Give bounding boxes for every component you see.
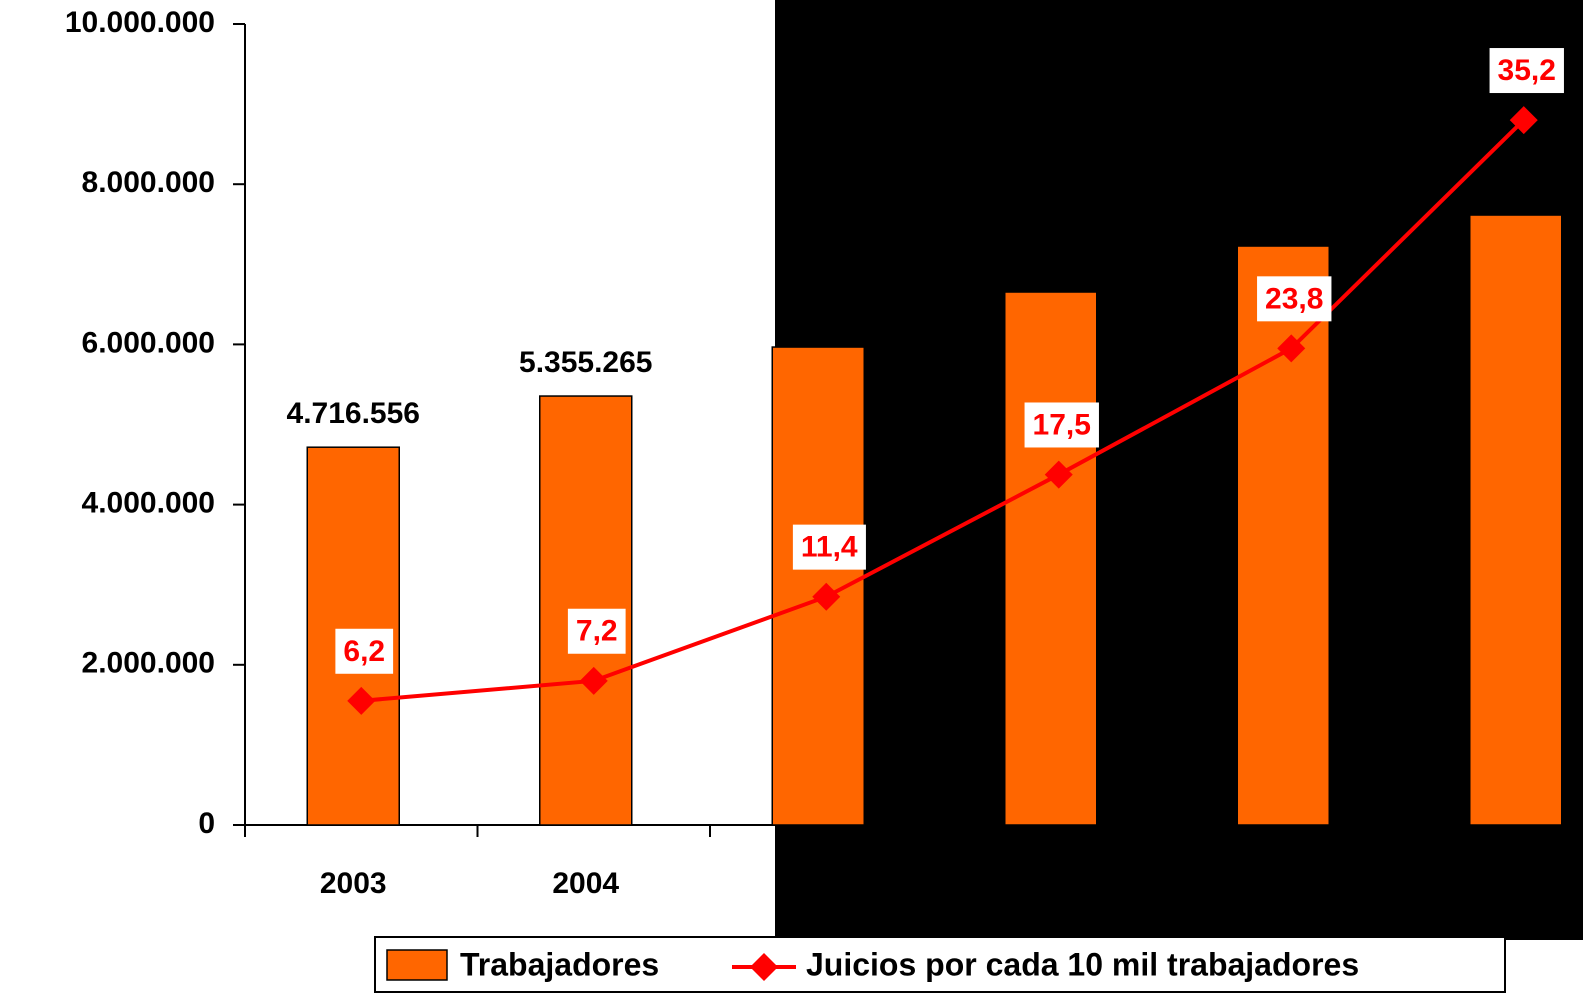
data-label: 5.355.265 [519, 346, 652, 379]
x-tick-label: 2003 [320, 867, 387, 900]
data-label: 23,8 [1265, 282, 1323, 315]
data-label-box [335, 628, 394, 674]
data-label: 11,4 [801, 531, 858, 564]
data-label-box [1489, 48, 1564, 94]
data-label-box [567, 608, 626, 654]
y-tick-label: 6.000.000 [82, 326, 215, 359]
bar [1469, 214, 1563, 826]
data-label: 7,2 [576, 615, 618, 648]
line-marker [1277, 334, 1306, 363]
legend-label: Juicios por cada 10 mil trabajadores [806, 946, 1359, 982]
data-label-box [792, 524, 866, 570]
y-tick-label: 0 [198, 807, 215, 840]
line-marker [347, 686, 376, 715]
data-label-box [1024, 402, 1099, 448]
y-tick-label: 10.000.000 [65, 6, 215, 39]
legend-marker [750, 953, 778, 981]
occluding-overlay [775, 0, 1583, 940]
x-tick-label: 2004 [552, 867, 619, 900]
line-marker [1044, 460, 1073, 489]
y-tick-label: 4.000.000 [82, 487, 215, 520]
bar [1236, 245, 1330, 826]
data-label: 4.716.556 [287, 397, 420, 430]
bar [1004, 291, 1098, 826]
y-tick-label: 2.000.000 [82, 647, 215, 680]
line-marker [1509, 106, 1538, 135]
data-layer: 2003 2004 4.716.556 5.355.265 6,2 7,2 11,4 17,5… [287, 48, 1564, 993]
axes-layer: 0 2.000.000 4.000.000 6.000.000 8.000.000 10.… [65, 6, 1583, 840]
line-marker [579, 666, 608, 695]
legend-box [374, 936, 1506, 993]
legend-label: Trabajadores [460, 946, 659, 982]
data-label: 35,2 [1498, 54, 1556, 87]
data-label: 17,5 [1033, 408, 1091, 441]
legend-swatch [386, 949, 448, 981]
line-marker [812, 582, 841, 611]
y-tick-label: 8.000.000 [82, 166, 215, 199]
data-label-box [1257, 276, 1332, 322]
data-label: 6,2 [343, 635, 385, 668]
